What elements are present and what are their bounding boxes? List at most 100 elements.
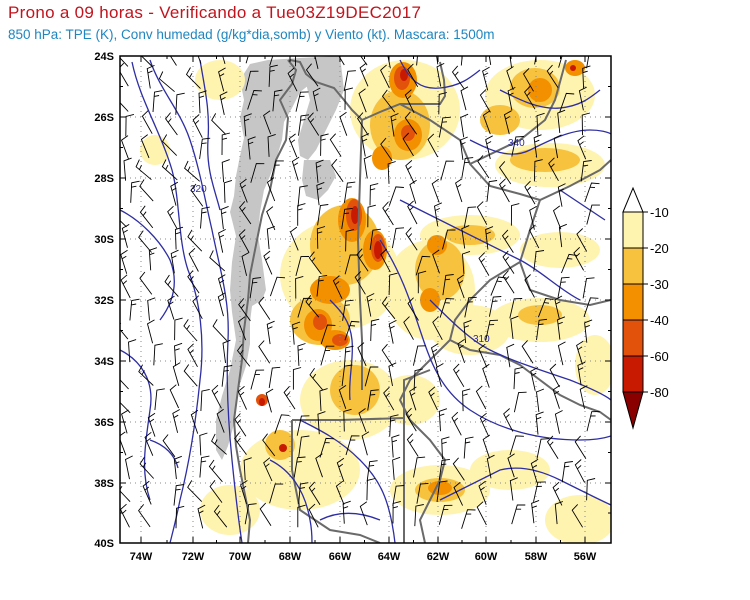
wind-barb	[211, 433, 227, 455]
wind-barb	[513, 366, 523, 390]
wind-barb	[209, 250, 225, 272]
wind-barb	[265, 388, 274, 413]
terrain-mask-east	[302, 160, 336, 200]
wind-barb	[499, 178, 510, 203]
wind-barb	[533, 134, 542, 158]
wind-barb	[578, 86, 587, 111]
wind-barb	[332, 275, 343, 299]
wind-barb	[169, 56, 177, 66]
wind-barb	[381, 343, 394, 368]
wind-barb	[430, 343, 439, 368]
wind-barb	[579, 385, 588, 409]
wind-barb	[439, 298, 455, 318]
wind-barb	[361, 133, 370, 157]
wind-barb	[267, 133, 276, 157]
wind-barb	[460, 113, 469, 138]
wind-barb	[414, 504, 424, 527]
wind-barb	[510, 315, 519, 340]
wind-barb	[305, 63, 319, 87]
wind-barb	[184, 160, 200, 182]
wind-barb	[574, 459, 585, 483]
wind-barb	[463, 319, 472, 344]
wind-barb	[477, 155, 490, 179]
wind-barb	[138, 364, 154, 386]
wind-barb	[577, 361, 586, 386]
wind-barb	[269, 56, 274, 66]
wind-barb	[120, 57, 129, 67]
wind-barb	[124, 455, 133, 480]
wind-barb	[459, 136, 468, 160]
wind-barb	[140, 134, 150, 159]
wind-barb	[146, 319, 155, 344]
wind-barb	[165, 112, 178, 136]
wind-barb	[501, 229, 514, 253]
wind-barb	[120, 391, 131, 414]
wind-barb	[123, 157, 132, 181]
wind-barb	[234, 432, 247, 455]
wind-barb	[120, 220, 127, 228]
wind-barb	[185, 67, 201, 89]
wind-barb	[557, 316, 566, 340]
wind-barb	[357, 342, 367, 367]
wind-barb	[199, 455, 210, 478]
wind-barb	[369, 228, 381, 251]
wind-barb	[216, 408, 225, 433]
wind-barb	[573, 246, 584, 271]
wind-barb	[522, 67, 534, 92]
wind-barb	[509, 298, 523, 319]
wind-barb	[509, 435, 524, 456]
lon-label: 60W	[475, 551, 498, 563]
map-title: Prono a 09 horas - Verificando a Tue03Z1…	[8, 3, 422, 22]
wind-barb	[218, 228, 226, 253]
wind-barb	[577, 135, 587, 160]
wind-barb	[141, 110, 153, 134]
wind-barb	[144, 431, 154, 456]
wind-barb	[363, 155, 372, 179]
wind-barb	[404, 111, 418, 135]
wind-barb	[237, 385, 248, 410]
wind-barb	[200, 206, 210, 229]
wind-barb	[503, 408, 514, 432]
wind-barb	[293, 456, 306, 478]
lat-label: 34S	[94, 356, 114, 368]
wind-barb	[357, 112, 369, 136]
wind-barb	[557, 183, 566, 207]
wind-barb	[153, 343, 163, 366]
wind-barb	[170, 181, 179, 206]
wind-barb	[428, 386, 438, 411]
wind-barb	[270, 160, 284, 181]
wind-barb	[292, 321, 301, 345]
wind-barb	[316, 274, 328, 297]
wind-barb	[455, 178, 463, 203]
lat-label: 30S	[94, 234, 114, 246]
wind-barb	[142, 480, 152, 505]
wind-barb	[388, 362, 397, 386]
wind-barb	[462, 388, 471, 412]
wind-barb	[389, 414, 399, 437]
lat-label: 32S	[94, 295, 114, 307]
wind-barb	[187, 270, 200, 294]
wind-barb	[506, 343, 515, 368]
wind-barb	[266, 206, 276, 231]
wind-barb	[211, 384, 222, 409]
lon-label: 66W	[329, 551, 352, 563]
wind-barb	[407, 200, 418, 225]
wind-barb	[407, 63, 419, 88]
wind-barb	[537, 298, 554, 318]
wind-barb	[359, 501, 368, 526]
wind-barb	[510, 203, 520, 226]
wind-barb	[388, 186, 404, 206]
wind-barb	[259, 502, 272, 527]
wind-barb	[274, 414, 290, 434]
wind-barb	[583, 297, 599, 317]
wind-barb	[476, 501, 487, 526]
wind-barb	[336, 457, 345, 482]
wind-barb	[380, 137, 393, 161]
wind-barb	[223, 179, 233, 203]
lon-label: 64W	[378, 551, 401, 563]
wind-barb	[381, 296, 396, 320]
wind-barb	[380, 64, 390, 89]
wind-barb	[147, 297, 156, 321]
wind-barb	[549, 363, 560, 388]
lon-label: 56W	[574, 551, 597, 563]
